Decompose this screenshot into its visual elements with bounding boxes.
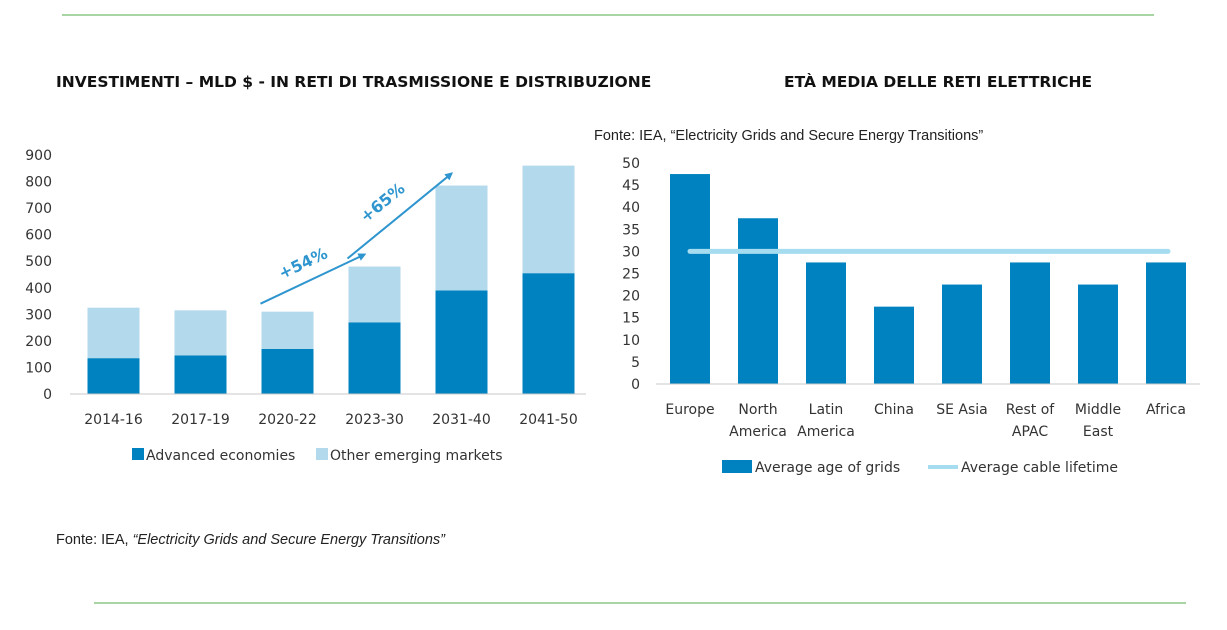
- growth-arrow: [260, 253, 367, 305]
- grid-age-xtick-label: North America: [729, 402, 787, 440]
- average-age-bar: [1146, 262, 1186, 384]
- investment-ytick-label: 700: [25, 201, 52, 217]
- other-emerging-bar: [435, 185, 488, 291]
- grid-age-ytick-label: 45: [622, 178, 640, 194]
- grid-age-xtick-label: Rest of APAC: [1006, 402, 1056, 440]
- grid-age-ytick-label: 35: [622, 222, 640, 238]
- investment-ytick-label: 900: [25, 148, 52, 164]
- average-age-bar: [806, 262, 846, 384]
- legend-average-age-swatch: [722, 460, 752, 473]
- grid-age-ytick-label: 0: [631, 377, 640, 393]
- legend-advanced-label: Advanced economies: [146, 448, 295, 464]
- grid-age-ytick-label: 30: [622, 244, 640, 260]
- grid-age-ytick-label: 15: [622, 311, 640, 327]
- bottom-divider: [94, 602, 1186, 604]
- other-emerging-bar: [87, 307, 140, 359]
- investment-xtick-label: 2020-22: [258, 412, 317, 428]
- grid-age-ytick-label: 10: [622, 333, 640, 349]
- investment-chart-title: INVESTIMENTI – MLD $ - IN RETI DI TRASMI…: [56, 73, 652, 91]
- legend-cable-lifetime-label: Average cable lifetime: [961, 460, 1118, 476]
- legend-advanced-swatch: [132, 448, 144, 460]
- legend-emerging-label: Other emerging markets: [330, 448, 503, 464]
- advanced-economies-bar: [174, 355, 227, 394]
- average-age-bar: [1078, 284, 1118, 384]
- investment-xtick-label: 2023-30: [345, 412, 404, 428]
- grid-age-ytick-label: 40: [622, 200, 640, 216]
- other-emerging-bar: [261, 311, 314, 349]
- grid-age-source: Fonte: IEA, “Electricity Grids and Secur…: [594, 128, 984, 144]
- grid-age-ytick-label: 25: [622, 267, 640, 283]
- average-age-bar: [1010, 262, 1050, 384]
- grid-age-ytick-label: 50: [622, 156, 640, 172]
- investment-ytick-label: 0: [43, 387, 52, 403]
- average-age-bar: [874, 306, 914, 384]
- grid-age-xtick-label: China: [874, 402, 914, 418]
- investment-ytick-label: 300: [25, 307, 52, 323]
- investment-ytick-label: 600: [25, 228, 52, 244]
- average-age-bar: [670, 174, 710, 384]
- legend-emerging-swatch: [316, 448, 328, 460]
- investment-xtick-label: 2014-16: [84, 412, 143, 428]
- investment-ytick-label: 500: [25, 254, 52, 270]
- investment-source-prefix: Fonte: IEA,: [56, 532, 133, 548]
- investment-xtick-label: 2017-19: [171, 412, 230, 428]
- average-age-bar: [942, 284, 982, 384]
- investment-source-title: “Electricity Grids and Secure Energy Tra…: [132, 532, 445, 548]
- advanced-economies-bar: [261, 348, 314, 394]
- grid-age-xtick-label: Middle East: [1075, 402, 1121, 440]
- advanced-economies-bar: [435, 290, 488, 394]
- top-divider: [62, 14, 1154, 16]
- investment-source: Fonte: IEA, “Electricity Grids and Secur…: [56, 532, 445, 548]
- investment-xtick-label: 2031-40: [432, 412, 491, 428]
- grid-age-ytick-label: 5: [631, 355, 640, 371]
- advanced-economies-bar: [87, 358, 140, 394]
- grid-age-xtick-label: Latin America: [797, 402, 855, 440]
- advanced-economies-bar: [348, 322, 401, 394]
- other-emerging-bar: [348, 266, 401, 323]
- legend-average-age-label: Average age of grids: [755, 460, 900, 476]
- investment-ytick-label: 800: [25, 175, 52, 191]
- grid-age-xtick-label: Europe: [665, 402, 714, 418]
- investment-ytick-label: 400: [25, 281, 52, 297]
- other-emerging-bar: [522, 165, 575, 274]
- growth-arrow: [346, 172, 454, 260]
- investment-xtick-label: 2041-50: [519, 412, 578, 428]
- investment-ytick-label: 100: [25, 360, 52, 376]
- grid-age-xtick-label: Africa: [1146, 402, 1186, 418]
- advanced-economies-bar: [522, 273, 575, 394]
- investment-ytick-label: 200: [25, 334, 52, 350]
- average-age-bar: [738, 218, 778, 384]
- grid-age-ytick-label: 20: [622, 289, 640, 305]
- grid-age-xtick-label: SE Asia: [936, 402, 988, 418]
- other-emerging-bar: [174, 310, 227, 356]
- grid-age-chart-title: ETÀ MEDIA DELLE RETI ELETTRICHE: [784, 73, 1093, 91]
